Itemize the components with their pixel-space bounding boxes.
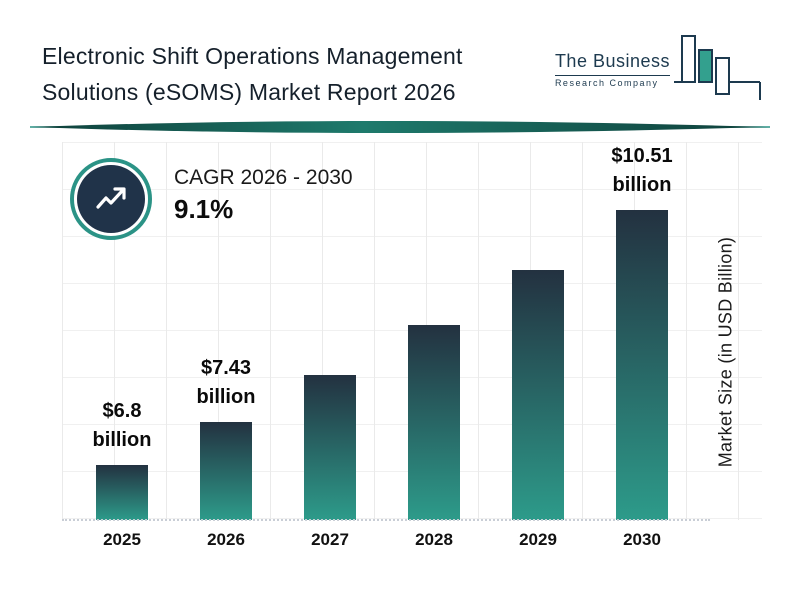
- chart-baseline: [62, 519, 710, 521]
- bar-column-2027: [278, 375, 382, 520]
- cagr-label: CAGR 2026 - 2030: [174, 166, 353, 189]
- bar-2025: [96, 465, 148, 520]
- value-label-2025: $6.8 billion: [92, 400, 152, 451]
- cagr-badge: CAGR 2026 - 2030 9.1%: [70, 158, 353, 240]
- x-tick-2030: 2030: [623, 530, 661, 549]
- logo-divider-line: [554, 75, 670, 76]
- value-label-2030: $10.51 billion: [611, 145, 673, 196]
- page-title-line2: Solutions (eSOMS) Market Report 2026: [42, 79, 456, 105]
- bar-chart: $6.8 billion $7.43 billion $10.51 billion: [70, 140, 694, 520]
- y-axis-title: Market Size (in USD Billion): [715, 236, 736, 468]
- bar-column-2028: [382, 325, 486, 520]
- bar-2026: [200, 422, 252, 520]
- page-title-line1: Electronic Shift Operations Management: [42, 43, 463, 69]
- cagr-value: 9.1%: [174, 194, 234, 224]
- page-title: Electronic Shift Operations Management S…: [42, 38, 463, 110]
- company-logo-text: The Business Research Company: [554, 51, 670, 88]
- x-axis-labels: 2025 2026 2027 2028 2029 2030: [70, 530, 694, 550]
- logo-subname: Research Company: [554, 78, 659, 88]
- bar-column-2025: $6.8 billion: [70, 397, 174, 520]
- bar-column-2026: $7.43 billion: [174, 354, 278, 520]
- bar-2030: [616, 210, 668, 520]
- bar-2027: [304, 375, 356, 520]
- x-tick-2026: 2026: [207, 530, 245, 549]
- cagr-text: CAGR 2026 - 2030 9.1%: [174, 166, 353, 225]
- company-logo: The Business Research Company: [554, 30, 762, 102]
- value-label-2026: $7.43 billion: [196, 357, 256, 408]
- bar-column-2029: [486, 270, 590, 520]
- divider-lens: [30, 121, 770, 133]
- bar-2029: [512, 270, 564, 520]
- x-tick-2028: 2028: [415, 530, 453, 549]
- logo-name: The Business: [554, 51, 670, 71]
- x-tick-2025: 2025: [103, 530, 141, 549]
- trend-up-icon: [77, 165, 145, 233]
- bar-chart-logo-icon: [674, 35, 761, 100]
- x-tick-2029: 2029: [519, 530, 557, 549]
- bar-2028: [408, 325, 460, 520]
- cagr-badge-ring: [70, 158, 152, 240]
- bar-column-2030: $10.51 billion: [590, 142, 694, 520]
- x-tick-2027: 2027: [311, 530, 349, 549]
